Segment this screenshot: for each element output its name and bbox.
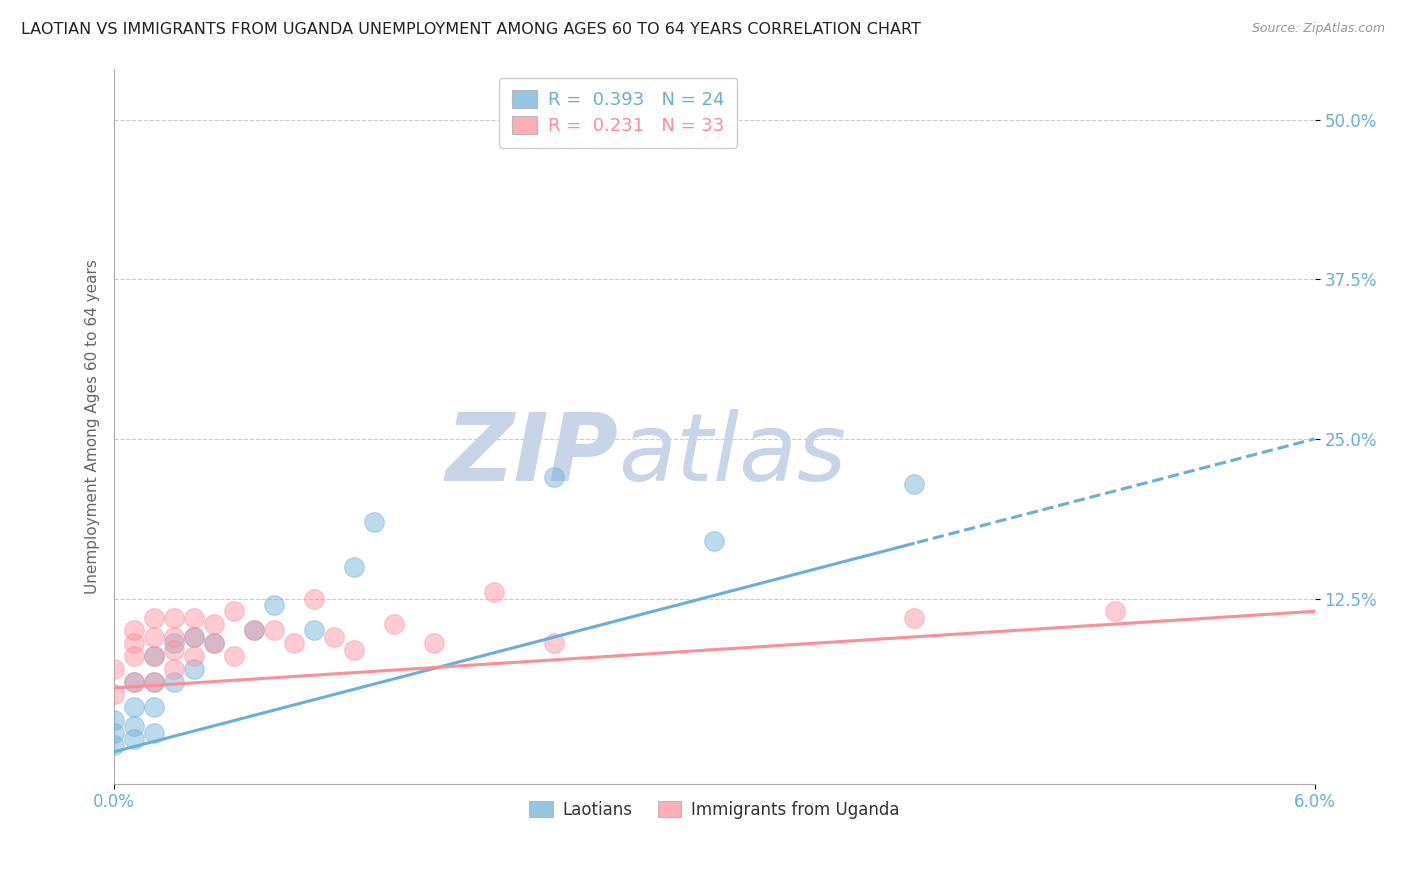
Y-axis label: Unemployment Among Ages 60 to 64 years: Unemployment Among Ages 60 to 64 years — [86, 259, 100, 593]
Point — [343, 559, 366, 574]
Point — [484, 585, 506, 599]
Point — [183, 630, 205, 644]
Point — [122, 719, 145, 733]
Point — [363, 515, 385, 529]
Point — [143, 674, 166, 689]
Point — [122, 700, 145, 714]
Point — [382, 617, 405, 632]
Legend: Laotians, Immigrants from Uganda: Laotians, Immigrants from Uganda — [523, 794, 905, 825]
Point — [122, 674, 145, 689]
Point — [143, 610, 166, 624]
Point — [103, 662, 125, 676]
Point — [703, 534, 725, 549]
Point — [202, 636, 225, 650]
Point — [304, 591, 326, 606]
Point — [263, 598, 285, 612]
Point — [202, 617, 225, 632]
Point — [243, 624, 266, 638]
Point — [122, 732, 145, 747]
Point — [343, 642, 366, 657]
Point — [304, 624, 326, 638]
Point — [143, 700, 166, 714]
Point — [224, 648, 246, 663]
Point — [143, 630, 166, 644]
Text: Source: ZipAtlas.com: Source: ZipAtlas.com — [1251, 22, 1385, 36]
Point — [103, 725, 125, 739]
Point — [103, 687, 125, 701]
Point — [1104, 604, 1126, 618]
Point — [163, 610, 186, 624]
Point — [263, 624, 285, 638]
Point — [183, 662, 205, 676]
Point — [202, 636, 225, 650]
Point — [122, 648, 145, 663]
Point — [224, 604, 246, 618]
Point — [183, 610, 205, 624]
Point — [122, 624, 145, 638]
Text: atlas: atlas — [619, 409, 846, 500]
Point — [143, 725, 166, 739]
Point — [163, 674, 186, 689]
Point — [423, 636, 446, 650]
Point — [323, 630, 346, 644]
Text: LAOTIAN VS IMMIGRANTS FROM UGANDA UNEMPLOYMENT AMONG AGES 60 TO 64 YEARS CORRELA: LAOTIAN VS IMMIGRANTS FROM UGANDA UNEMPL… — [21, 22, 921, 37]
Point — [163, 642, 186, 657]
Text: ZIP: ZIP — [446, 409, 619, 500]
Point — [903, 476, 925, 491]
Point — [183, 630, 205, 644]
Point — [122, 636, 145, 650]
Point — [122, 674, 145, 689]
Point — [143, 674, 166, 689]
Point — [143, 648, 166, 663]
Point — [163, 630, 186, 644]
Point — [103, 713, 125, 727]
Point — [903, 610, 925, 624]
Point — [543, 636, 565, 650]
Point — [283, 636, 305, 650]
Point — [103, 739, 125, 753]
Point — [143, 648, 166, 663]
Point — [163, 636, 186, 650]
Point — [543, 470, 565, 484]
Point — [163, 662, 186, 676]
Point — [183, 648, 205, 663]
Point — [243, 624, 266, 638]
